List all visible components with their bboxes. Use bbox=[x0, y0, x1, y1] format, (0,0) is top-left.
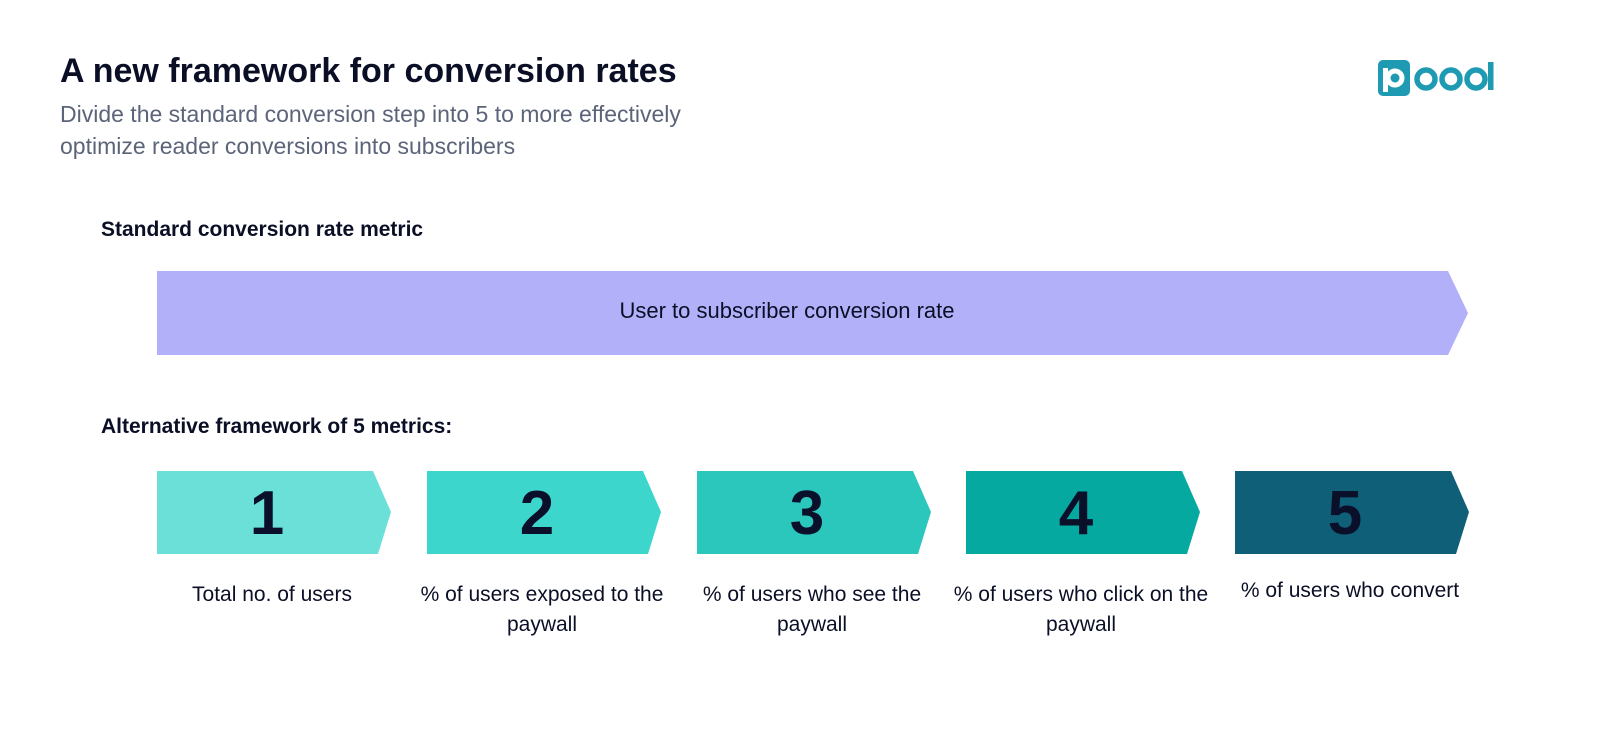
step-caption: % of users who convert bbox=[1240, 579, 1460, 602]
step-chevron-3 bbox=[697, 471, 931, 554]
step-chevron-2 bbox=[427, 471, 661, 554]
step-chevron-4 bbox=[966, 471, 1200, 554]
page-title: A new framework for conversion rates bbox=[60, 52, 677, 90]
step-number: 2 bbox=[519, 479, 555, 548]
page-subtitle: Divide the standard conversion step into… bbox=[60, 101, 681, 159]
standard-arrow-text: User to subscriber conversion rate bbox=[619, 298, 955, 323]
step-number: 4 bbox=[1058, 479, 1094, 548]
step-caption: Total no. of users bbox=[192, 583, 352, 606]
step-chevron-5 bbox=[1235, 471, 1469, 554]
alternative-framework-label: Alternative framework of 5 metrics: bbox=[101, 415, 453, 438]
step-caption: % of users who click on the paywall bbox=[953, 583, 1209, 636]
step-chevron-1 bbox=[157, 471, 391, 554]
step-number: 5 bbox=[1327, 479, 1363, 548]
standard-conversion-arrow bbox=[157, 271, 1468, 355]
standard-metric-label: Standard conversion rate metric bbox=[101, 218, 424, 241]
step-number: 3 bbox=[789, 479, 825, 548]
step-caption: % of users exposed to the paywall bbox=[420, 583, 664, 636]
step-caption: % of users who see the paywall bbox=[702, 583, 922, 636]
poool-logo bbox=[1378, 58, 1496, 103]
step-number: 1 bbox=[249, 479, 285, 548]
